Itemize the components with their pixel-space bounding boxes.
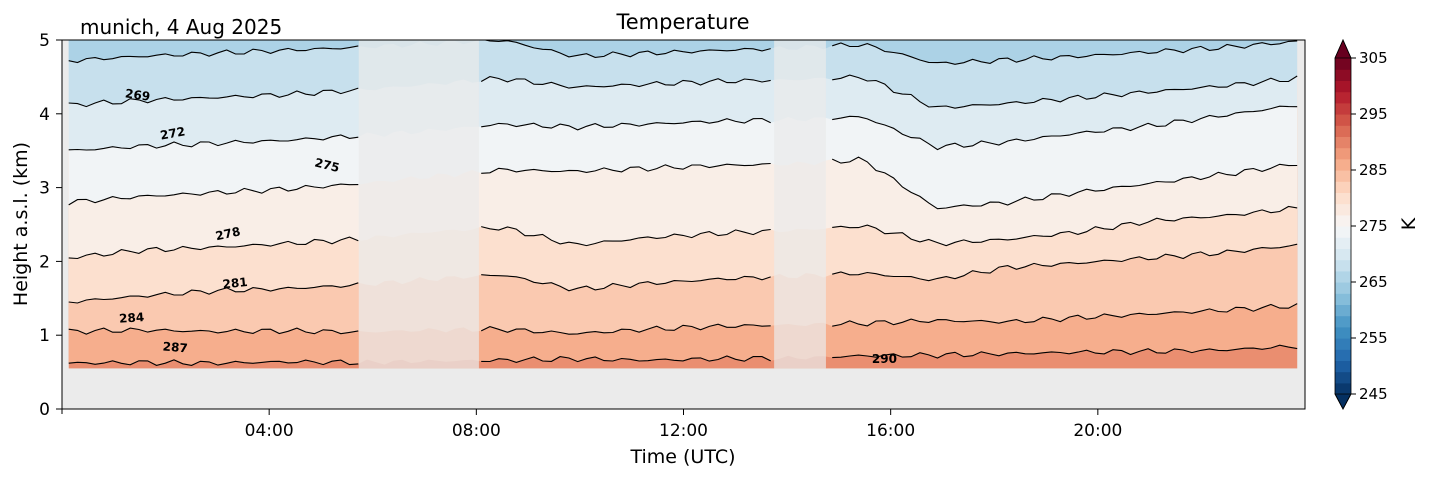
x-axis-label: Time (UTC): [629, 446, 735, 468]
x-tick-label: 12:00: [659, 421, 708, 441]
y-axis-label: Height a.s.l. (km): [10, 142, 32, 306]
colorbar-band: [1335, 91, 1351, 104]
colorbar-band: [1335, 114, 1351, 126]
contour-line-272: [68, 105, 1298, 151]
y-tick-label: 0: [39, 400, 50, 420]
x-tick-label: 20:00: [1073, 421, 1122, 441]
x-tick-label: 04:00: [245, 421, 294, 441]
contour-lines: [68, 40, 1298, 366]
y-tick-label: 5: [39, 31, 50, 51]
colorbar-band: [1335, 125, 1351, 137]
colorbar-band: [1335, 338, 1351, 350]
colorbar-band: [1335, 69, 1351, 81]
colorbar-band: [1335, 237, 1351, 249]
colorbar-tick-label: 305: [1359, 49, 1388, 67]
colorbar-band: [1335, 360, 1351, 373]
colorbar-band: [1335, 214, 1351, 227]
contour-label: 269: [124, 86, 151, 103]
colorbar-band: [1335, 170, 1351, 182]
colorbar-band: [1335, 270, 1351, 283]
colorbar: 305 295 285 275 265 255 245: [1334, 39, 1388, 410]
missing-data-gap: [358, 40, 479, 369]
colorbar-band: [1335, 203, 1351, 216]
contour-label: 281: [222, 275, 248, 292]
chart-subtitle: munich, 4 Aug 2025: [80, 15, 282, 39]
colorbar-tick-label: 245: [1359, 385, 1388, 403]
plot-area: 269 272 275 278 281 284 287 290: [61, 39, 1306, 410]
contour-line-269: [68, 74, 1298, 109]
y-axis: 0 1 2 3 4 5: [39, 31, 62, 420]
colorbar-band: [1335, 181, 1351, 193]
colorbar-label: K: [1398, 217, 1420, 230]
contour-line-278: [68, 205, 1298, 260]
colorbar-band: [1335, 80, 1351, 93]
contour-line-284: [68, 303, 1298, 335]
contour-label: 272: [159, 124, 186, 142]
colorbar-band: [1335, 326, 1351, 339]
y-tick-label: 1: [39, 326, 50, 346]
temperature-field: [68, 40, 1298, 369]
contour-label: 284: [119, 310, 145, 326]
colorbar-band: [1335, 136, 1351, 149]
contour-labels: 269 272 275 278 281 284 287 290: [119, 86, 897, 366]
x-tick-label: 16:00: [866, 421, 915, 441]
contour-label: 278: [214, 224, 241, 243]
colorbar-extend-min: [1334, 393, 1352, 410]
colorbar-band: [1335, 259, 1351, 272]
colorbar-band: [1335, 293, 1351, 305]
x-tick-label: 08:00: [452, 421, 501, 441]
contour-line-266: [68, 40, 1298, 65]
missing-data-gaps: [358, 40, 826, 369]
colorbar-band: [1335, 371, 1351, 384]
colorbar-extend-max: [1334, 39, 1352, 59]
contour-line-275: [68, 156, 1298, 210]
colorbar-band: [1335, 192, 1351, 205]
missing-data-gap: [774, 40, 826, 369]
contour-label: 275: [313, 155, 341, 175]
colorbar-band: [1335, 158, 1351, 171]
colorbar-tick-label: 275: [1359, 217, 1388, 235]
contour-label: 287: [162, 339, 188, 355]
colorbar-band: [1335, 147, 1351, 160]
y-tick-label: 2: [39, 252, 50, 272]
colorbar-band: [1335, 304, 1351, 317]
colorbar-band: [1335, 282, 1351, 294]
colorbar-tick-label: 255: [1359, 329, 1388, 347]
contour-label: 290: [872, 352, 897, 366]
colorbar-tick-label: 285: [1359, 161, 1388, 179]
colorbar-band: [1335, 349, 1351, 361]
colorbar-band: [1335, 58, 1351, 70]
contour-line-281: [68, 243, 1298, 304]
colorbar-band: [1335, 382, 1351, 395]
x-axis: 04:00 08:00 12:00 16:00 20:00: [61, 409, 1122, 441]
colorbar-band: [1335, 102, 1351, 115]
colorbar-tick-label: 265: [1359, 273, 1388, 291]
y-tick-label: 4: [39, 105, 50, 125]
colorbar-band: [1335, 226, 1351, 238]
y-tick-label: 3: [39, 179, 50, 199]
colorbar-tick-label: 295: [1359, 105, 1388, 123]
contour-line-287: [68, 344, 1298, 366]
colorbar-band: [1335, 315, 1351, 328]
chart-title: Temperature: [615, 10, 749, 34]
colorbar-band: [1335, 248, 1351, 261]
